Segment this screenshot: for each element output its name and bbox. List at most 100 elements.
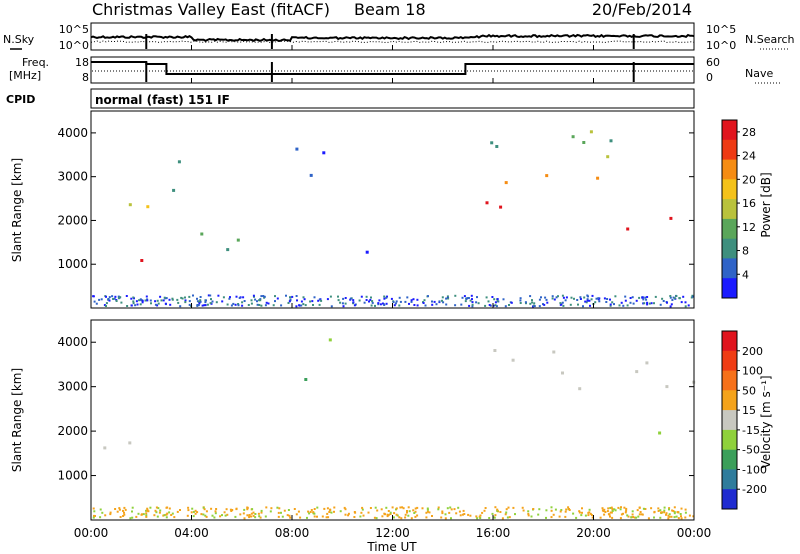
heatmap-cell xyxy=(385,296,388,299)
heatmap-cell xyxy=(455,512,458,515)
heatmap-cell xyxy=(201,304,204,307)
heatmap-cell xyxy=(412,298,415,301)
heatmap-cell xyxy=(508,516,511,519)
heatmap-cell xyxy=(585,301,588,304)
colorbar-swatch xyxy=(722,410,737,431)
heatmap-cell xyxy=(393,304,396,307)
heatmap-cell xyxy=(109,511,112,514)
heatmap-cell xyxy=(116,510,119,513)
heatmap-cell xyxy=(449,506,452,509)
heatmap-cell xyxy=(635,299,638,302)
nsky-panel: N.Sky 10^5 10^0 10^5 10^0 N.Search xyxy=(3,22,795,52)
heatmap-cell xyxy=(107,298,110,300)
heatmap-cell xyxy=(181,297,184,300)
heatmap-cell xyxy=(280,511,282,514)
heatmap-cell xyxy=(124,508,127,511)
heatmap-cell xyxy=(313,296,316,299)
heatmap-cell xyxy=(205,515,208,518)
heatmap-cell xyxy=(205,510,208,513)
heatmap-cell xyxy=(469,514,472,517)
heatmap-cell xyxy=(293,508,296,510)
cpid-box xyxy=(90,88,695,109)
heatmap-cell xyxy=(192,294,194,297)
heatmap-cell xyxy=(583,296,586,299)
heatmap-cell xyxy=(625,507,628,510)
heatmap-cell xyxy=(423,299,426,302)
heatmap-cell xyxy=(446,507,449,510)
heatmap-cell xyxy=(580,514,583,517)
heatmap-cell xyxy=(192,510,195,513)
heatmap-cell xyxy=(347,512,350,515)
heatmap-cell xyxy=(467,513,470,516)
heatmap-cell xyxy=(471,305,474,308)
heatmap-cell xyxy=(353,304,356,307)
heatmap-cell xyxy=(194,512,197,515)
heatmap-cell xyxy=(377,303,380,306)
heatmap-cell xyxy=(196,304,199,306)
heatmap-cell xyxy=(150,302,152,305)
heatmap-cell xyxy=(309,511,312,513)
heatmap-cell xyxy=(552,513,555,516)
heatmap-cell xyxy=(344,302,347,305)
heatmap-cell xyxy=(259,299,262,302)
heatmap-cell xyxy=(591,294,594,297)
heatmap-cell xyxy=(156,304,159,307)
colorbar-swatch xyxy=(722,469,737,490)
heatmap-cell xyxy=(287,509,290,511)
heatmap-cell xyxy=(118,507,121,510)
heatmap-cell xyxy=(390,297,393,300)
heatmap-cell xyxy=(573,297,575,300)
heatmap-cell xyxy=(673,511,676,513)
heatmap-cell xyxy=(481,511,484,514)
heatmap-cell xyxy=(463,513,466,515)
heatmap-cell xyxy=(611,508,614,511)
heatmap-cell xyxy=(199,299,202,302)
heatmap-cell xyxy=(277,511,280,514)
heatmap-cell xyxy=(310,509,313,511)
heatmap-cell xyxy=(433,300,436,303)
heatmap-cell xyxy=(276,506,279,509)
heatmap-cell xyxy=(596,176,600,180)
heatmap-cell xyxy=(407,506,410,509)
heatmap-cell xyxy=(259,516,262,519)
heatmap-cell xyxy=(646,296,649,298)
heatmap-cell xyxy=(671,509,674,512)
heatmap-cell xyxy=(636,509,639,512)
heatmap-cell xyxy=(250,515,253,518)
heatmap-cell xyxy=(540,296,542,299)
nave-tick-high: 60 xyxy=(706,56,720,69)
heatmap-cell xyxy=(463,295,466,298)
heatmap-cell xyxy=(214,512,217,515)
heatmap-cell xyxy=(186,514,189,517)
heatmap-cell xyxy=(274,300,276,303)
heatmap-cell xyxy=(374,506,377,509)
heatmap-cell xyxy=(312,304,314,306)
heatmap-cell xyxy=(242,296,245,299)
heatmap-cell xyxy=(684,305,687,308)
heatmap-cell xyxy=(545,509,548,512)
heatmap-cell xyxy=(499,511,502,513)
heatmap-cell xyxy=(665,513,667,516)
heatmap-cell xyxy=(641,296,644,299)
heatmap-cell xyxy=(323,507,326,510)
heatmap-cell xyxy=(165,297,168,300)
freq-panel: Freq. [MHz] 18 8 60 0 Nave xyxy=(9,56,780,84)
power-y-ticks: 1000 2000 3000 4000 xyxy=(57,126,694,271)
heatmap-cell xyxy=(123,506,126,509)
heatmap-cell xyxy=(519,299,522,302)
heatmap-cell xyxy=(662,300,665,302)
heatmap-cell xyxy=(108,296,111,299)
heatmap-cell xyxy=(241,304,244,307)
heatmap-cell xyxy=(383,297,386,300)
heatmap-cell xyxy=(631,510,634,513)
heatmap-cell xyxy=(637,515,640,518)
heatmap-cell xyxy=(619,508,622,511)
heatmap-cell xyxy=(339,301,342,304)
y-tick-label: 3000 xyxy=(57,170,88,184)
heatmap-cell xyxy=(604,511,607,513)
heatmap-cell xyxy=(318,298,321,301)
heatmap-cell xyxy=(530,515,533,518)
heatmap-cell xyxy=(624,511,627,514)
heatmap-cell xyxy=(396,514,399,517)
heatmap-cell xyxy=(494,304,497,307)
